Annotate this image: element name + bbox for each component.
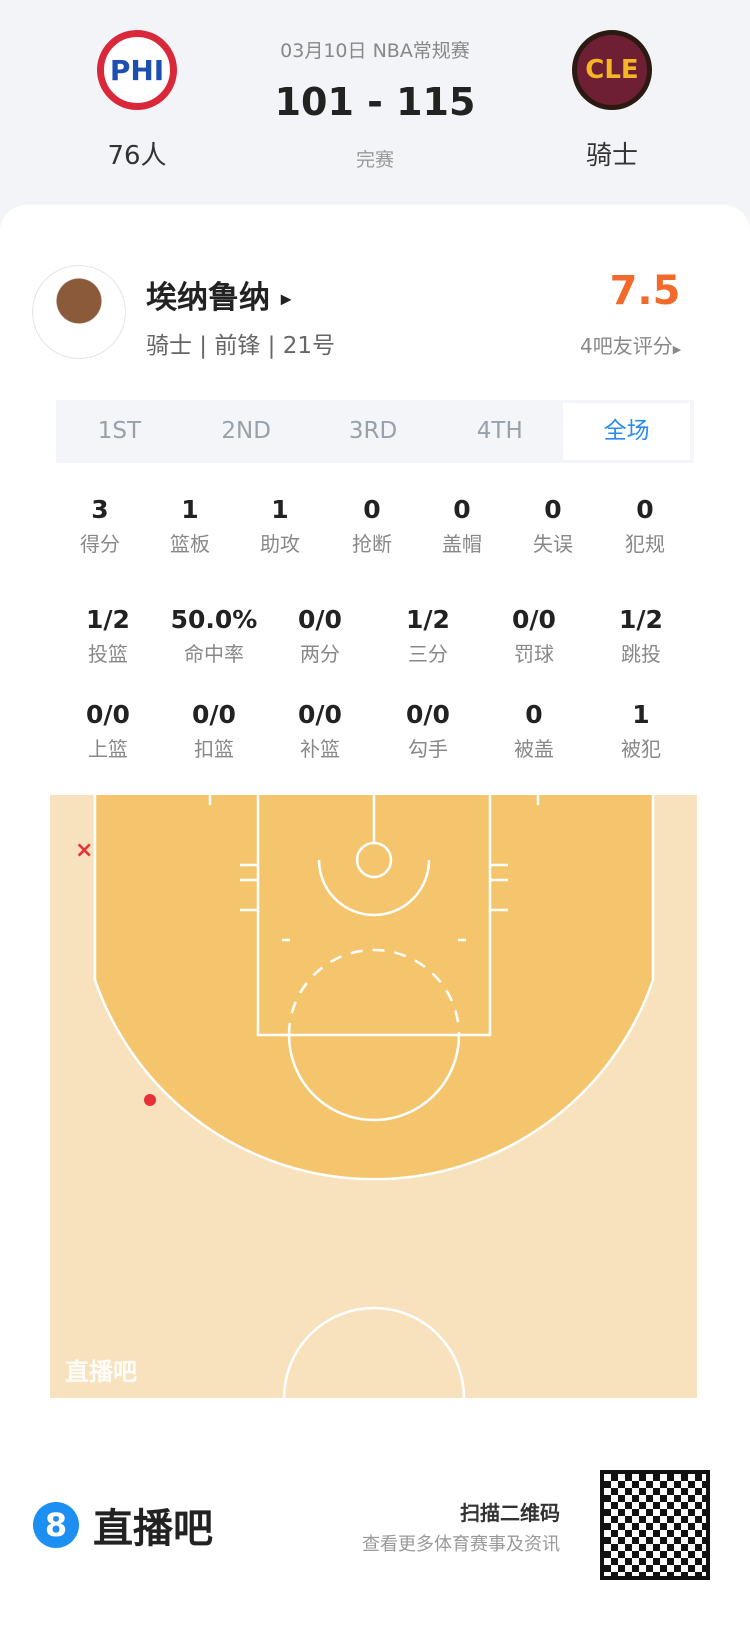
- stat-value: 1/2: [406, 605, 450, 634]
- match-date-league: 03月10日 NBA常规赛: [280, 40, 470, 62]
- stat-value: 0: [363, 495, 381, 524]
- stat-item: 1/2 投篮: [58, 605, 158, 667]
- stat-item: 3 得分: [50, 495, 150, 557]
- stat-label: 犯规: [625, 532, 665, 556]
- tab-3rd[interactable]: 3RD: [348, 418, 398, 444]
- brand-logo: 8 直播吧: [33, 1496, 213, 1554]
- home-team-name: 76人: [107, 141, 167, 171]
- stat-value: 0/0: [298, 605, 342, 634]
- stat-label: 助攻: [260, 532, 300, 556]
- lane: [256, 795, 492, 1037]
- hoop: [355, 841, 393, 879]
- player-name-link[interactable]: 埃纳鲁纳 ▶: [146, 272, 292, 317]
- caret-right-icon: ▶: [280, 291, 292, 308]
- stat-label: 被盖: [514, 737, 554, 761]
- stat-value: 1: [271, 495, 289, 524]
- free-throw-circle-top: [287, 948, 461, 1036]
- watermark: 直播吧: [65, 1358, 137, 1386]
- stat-item: 0 犯规: [595, 495, 695, 557]
- stat-value: 1: [632, 700, 650, 729]
- stat-value: 0: [636, 495, 654, 524]
- stat-label: 盖帽: [442, 532, 482, 556]
- stat-item: 1 助攻: [230, 495, 330, 557]
- stat-label: 扣篮: [194, 737, 234, 761]
- three-point-line: [93, 795, 655, 1181]
- restricted-area: [317, 859, 431, 917]
- stat-label: 抢断: [352, 532, 392, 556]
- stat-label: 勾手: [408, 737, 448, 761]
- stat-item: 0/0 两分: [270, 605, 370, 667]
- stat-value: 50.0%: [170, 605, 258, 634]
- stat-value: 0/0: [406, 700, 450, 729]
- brand-8-icon: 8: [33, 1502, 79, 1548]
- match-status: 完赛: [355, 149, 394, 171]
- rating-link[interactable]: 4吧友评分▶: [580, 334, 682, 358]
- stat-item: 0/0 勾手: [378, 700, 478, 762]
- stat-label: 三分: [408, 642, 448, 666]
- tab-full-game[interactable]: 全场: [563, 403, 690, 460]
- player-rating: 7.5: [609, 268, 681, 314]
- stat-value: 0: [453, 495, 471, 524]
- tab-2nd[interactable]: 2ND: [221, 418, 271, 444]
- stat-label: 补篮: [300, 737, 340, 761]
- tab-1st[interactable]: 1ST: [97, 418, 142, 444]
- stat-label: 命中率: [184, 642, 244, 666]
- stat-value: 1: [181, 495, 199, 524]
- stat-item: 1/2 三分: [378, 605, 478, 667]
- qr-code[interactable]: [600, 1470, 710, 1580]
- stat-item: 0 抢断: [322, 495, 422, 557]
- shot-chart-court: × 直播吧: [50, 795, 697, 1398]
- stat-value: 0/0: [512, 605, 556, 634]
- stat-label: 上篮: [88, 737, 128, 761]
- match-score: 101 - 115: [274, 80, 476, 124]
- stat-label: 得分: [80, 532, 120, 556]
- away-team-name: 骑士: [585, 141, 638, 171]
- home-team-logo[interactable]: PHI: [97, 30, 177, 110]
- stat-item: 0 盖帽: [412, 495, 512, 557]
- stat-value: 0: [525, 700, 543, 729]
- stat-label: 跳投: [621, 642, 661, 666]
- shot-miss-marker: ×: [75, 838, 93, 863]
- stat-item: 0/0 罚球: [484, 605, 584, 667]
- stat-item: 1/2 跳投: [591, 605, 691, 667]
- stat-value: 0: [544, 495, 562, 524]
- center-circle: [282, 1306, 466, 1398]
- stat-label: 投篮: [88, 642, 128, 666]
- three-point-area: [95, 795, 653, 1180]
- stat-item: 0 被盖: [484, 700, 584, 762]
- period-tabs: 1ST 2ND 3RD 4TH 全场: [56, 400, 694, 463]
- stat-item: 1 篮板: [140, 495, 240, 557]
- stat-item: 0/0 上篮: [58, 700, 158, 762]
- stat-item: 0 失误: [503, 495, 603, 557]
- stat-item: 0/0 扣篮: [164, 700, 264, 762]
- tab-4th[interactable]: 4TH: [476, 418, 523, 444]
- stat-item: 0/0 补篮: [270, 700, 370, 762]
- stat-value: 1/2: [619, 605, 663, 634]
- shot-make-marker: [144, 1094, 156, 1106]
- stat-label: 被犯: [621, 737, 661, 761]
- caret-right-icon: ▶: [672, 343, 682, 356]
- player-avatar[interactable]: [32, 265, 126, 359]
- stat-label: 罚球: [514, 642, 554, 666]
- stat-item: 50.0% 命中率: [164, 605, 264, 667]
- stat-value: 0/0: [298, 700, 342, 729]
- player-name: 埃纳鲁纳: [146, 280, 270, 316]
- stat-label: 失误: [533, 532, 573, 556]
- player-info: 骑士 | 前锋 | 21号: [146, 333, 336, 359]
- stat-value: 0/0: [192, 700, 236, 729]
- stat-value: 3: [91, 495, 109, 524]
- stat-value: 0/0: [86, 700, 130, 729]
- free-throw-circle-bottom: [287, 1034, 461, 1122]
- stat-label: 两分: [300, 642, 340, 666]
- stat-label: 篮板: [170, 532, 210, 556]
- brand-name: 直播吧: [93, 1506, 213, 1552]
- stat-item: 1 被犯: [591, 700, 691, 762]
- scan-qr-sub: 查看更多体育赛事及资讯: [362, 1534, 560, 1555]
- scan-qr-label: 扫描二维码: [460, 1501, 560, 1525]
- away-team-logo[interactable]: CLE: [572, 30, 652, 110]
- stat-value: 1/2: [86, 605, 130, 634]
